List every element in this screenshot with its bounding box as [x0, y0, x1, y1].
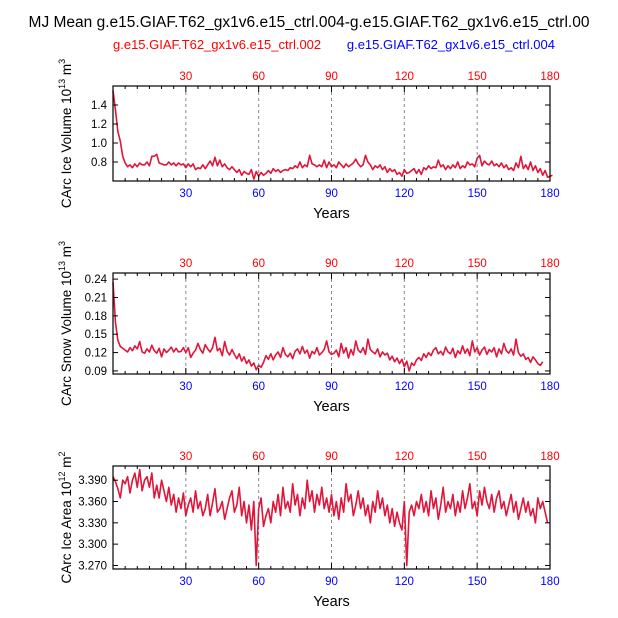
x-tick-label-bottom: 90 — [325, 188, 338, 200]
y-axis-label: CArc Ice Area 1012 m2 — [57, 451, 74, 583]
x-tick-label-bottom: 60 — [252, 188, 265, 200]
series-line — [112, 90, 553, 180]
x-tick-label-top: 150 — [468, 71, 487, 83]
y-tick-label: 0.12 — [85, 348, 107, 360]
x-tick-label-bottom: 30 — [179, 381, 192, 393]
y-tick-label: 3.360 — [78, 497, 107, 509]
y-axis-label-main: CArc Ice Volume 10 — [59, 89, 74, 208]
x-tick-label-bottom: 60 — [252, 381, 265, 393]
y-axis-label-main: CArc Ice Area 10 — [59, 481, 74, 583]
x-tick-label-top: 60 — [252, 71, 265, 83]
x-tick-label-top: 90 — [325, 258, 338, 270]
x-tick-label-top: 150 — [468, 451, 487, 463]
x-tick-label-top: 60 — [252, 258, 265, 270]
plot-frame — [112, 465, 551, 570]
y-axis-label-unit: m — [59, 64, 74, 79]
x-axis-label: Years — [313, 399, 350, 415]
panels: 30 30 60 60 90 90 120 120 150 150 180 180 0.8 1.0 1.2 1… — [57, 59, 560, 610]
x-tick-label-top: 180 — [540, 71, 559, 83]
x-tick-label-bottom: 30 — [179, 188, 192, 200]
series-line — [112, 282, 544, 372]
x-tick-label-top: 30 — [179, 71, 192, 83]
x-tick-label-top: 30 — [179, 258, 192, 270]
x-tick-label-top: 120 — [395, 71, 414, 83]
x-tick-label-bottom: 150 — [468, 576, 487, 588]
x-tick-label-top: 180 — [540, 451, 559, 463]
x-tick-label-bottom: 120 — [395, 576, 414, 588]
y-axis-label: CArc Snow Volume 1013 m3 — [57, 241, 74, 406]
x-tick-label-bottom: 150 — [468, 188, 487, 200]
legend-case2: g.e15.GIAF.T62_gx1v6.e15_ctrl.004 — [347, 37, 555, 52]
x-tick-label-top: 90 — [325, 451, 338, 463]
x-tick-label-top: 120 — [395, 451, 414, 463]
y-axis-label-unit-exponent: 3 — [57, 59, 67, 64]
x-tick-label-bottom: 120 — [395, 381, 414, 393]
y-axis-label-exponent: 12 — [57, 471, 67, 481]
y-tick-label: 0.18 — [85, 311, 107, 323]
y-axis-label-unit-exponent: 2 — [57, 451, 67, 456]
x-tick-label-bottom: 180 — [540, 576, 559, 588]
y-tick-label: 0.21 — [85, 292, 107, 304]
x-tick-label-bottom: 180 — [540, 381, 559, 393]
y-axis-label-main: CArc Snow Volume 10 — [59, 271, 74, 406]
x-tick-label-top: 90 — [325, 71, 338, 83]
legend-case1: g.e15.GIAF.T62_gx1v6.e15_ctrl.002 — [113, 37, 321, 52]
y-tick-label: 3.270 — [78, 560, 107, 572]
x-axis-label: Years — [313, 206, 350, 222]
x-tick-label-top: 150 — [468, 258, 487, 270]
y-axis-label-exponent: 13 — [57, 261, 67, 271]
y-tick-label: 3.390 — [78, 475, 107, 487]
y-axis-label-unit: m — [59, 456, 74, 471]
panel-ice-volume: 30 30 60 60 90 90 120 120 150 150 180 180 0.8 1.0 1.2 1… — [57, 59, 560, 222]
x-tick-label-bottom: 150 — [468, 381, 487, 393]
y-axis-label-exponent: 13 — [57, 79, 67, 89]
y-tick-label: 1.0 — [91, 138, 107, 150]
x-tick-label-bottom: 30 — [179, 576, 192, 588]
y-tick-label: 0.24 — [85, 274, 108, 286]
y-tick-label: 0.8 — [91, 157, 107, 169]
y-tick-label: 3.300 — [78, 539, 107, 551]
y-tick-label: 1.4 — [91, 100, 108, 112]
x-tick-label-top: 30 — [179, 451, 192, 463]
series-line — [112, 468, 549, 567]
panel-snow-volume: 30 30 60 60 90 90 120 120 150 150 180 180 0.09 0.12 0.… — [57, 241, 560, 415]
figure-title: MJ Mean g.e15.GIAF.T62_gx1v6.e15_ctrl.00… — [29, 14, 590, 31]
y-axis-label: CArc Ice Volume 1013 m3 — [57, 59, 74, 208]
y-axis-label-unit-exponent: 3 — [57, 241, 67, 246]
x-tick-label-bottom: 60 — [252, 576, 265, 588]
x-tick-label-bottom: 90 — [325, 576, 338, 588]
y-tick-label: 3.330 — [78, 518, 107, 530]
panel-ice-area: 30 30 60 60 90 90 120 120 150 150 180 180 3.270 3.300… — [57, 451, 560, 610]
x-axis-label: Years — [313, 594, 350, 610]
y-tick-label: 0.09 — [85, 366, 107, 378]
x-tick-label-top: 120 — [395, 258, 414, 270]
x-tick-label-bottom: 180 — [540, 188, 559, 200]
x-tick-label-bottom: 90 — [325, 381, 338, 393]
x-tick-label-top: 180 — [540, 258, 559, 270]
x-tick-label-bottom: 120 — [395, 188, 414, 200]
y-axis-label-unit: m — [59, 246, 74, 261]
y-tick-label: 1.2 — [91, 119, 107, 131]
x-tick-label-top: 60 — [252, 451, 265, 463]
y-tick-label: 0.15 — [85, 329, 107, 341]
